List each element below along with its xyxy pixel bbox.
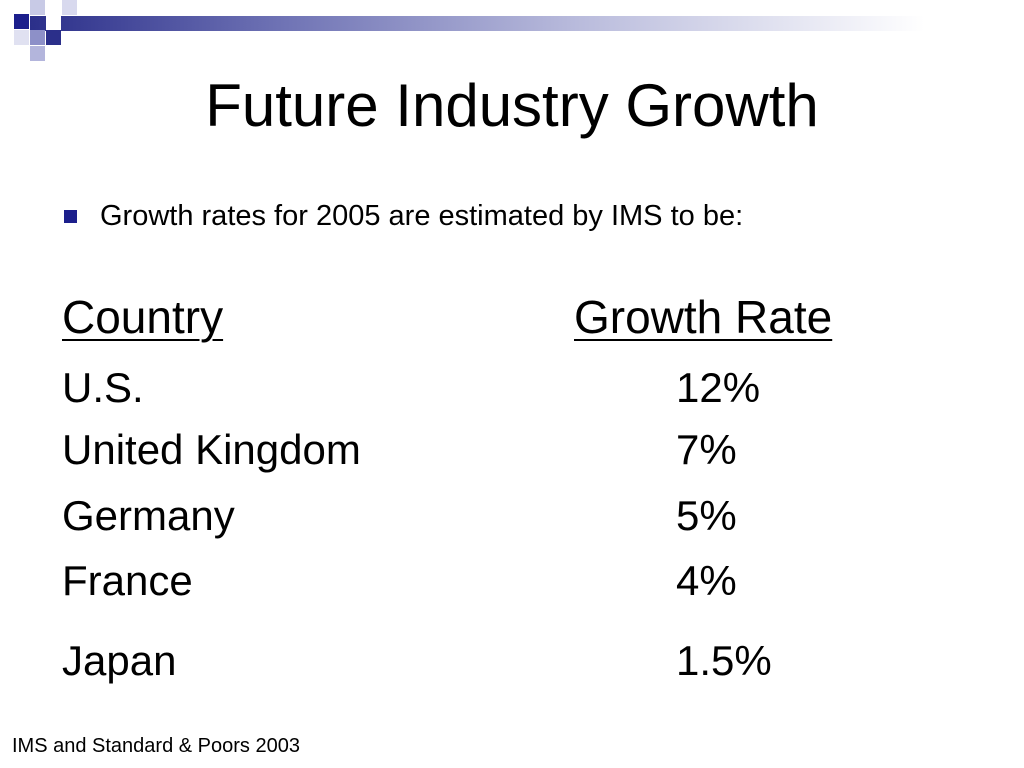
header-gradient-bar xyxy=(30,16,1024,31)
rate-cell: 1.5% xyxy=(676,637,772,684)
table-row: Japan 1.5% xyxy=(62,633,942,689)
table-row: U.S. 12% xyxy=(62,360,942,416)
country-cell: Japan xyxy=(62,637,177,684)
decor-square xyxy=(62,0,77,15)
bullet-text: Growth rates for 2005 are estimated by I… xyxy=(100,200,744,232)
header-country: Country xyxy=(62,291,224,343)
table-row: France 4% xyxy=(62,553,942,609)
decor-square xyxy=(46,30,61,45)
slide-title: Future Industry Growth xyxy=(205,72,819,139)
square-bullet-icon xyxy=(64,209,77,223)
header-decoration xyxy=(0,0,1024,61)
table-row: United Kingdom 7% xyxy=(62,422,942,478)
country-cell: United Kingdom xyxy=(62,426,361,473)
decor-square xyxy=(14,14,29,29)
table-row: Germany 5% xyxy=(62,488,942,544)
rate-cell: 4% xyxy=(676,557,737,604)
header-growth-rate: Growth Rate xyxy=(574,291,833,343)
decor-square xyxy=(30,46,45,61)
rate-cell: 5% xyxy=(676,492,737,539)
country-cell: France xyxy=(62,557,193,604)
decor-square xyxy=(30,0,45,15)
country-cell: U.S. xyxy=(62,364,144,411)
country-cell: Germany xyxy=(62,492,235,539)
source-footnote: IMS and Standard & Poors 2003 xyxy=(12,735,300,757)
rate-cell: 7% xyxy=(676,426,737,473)
decor-square xyxy=(30,30,45,45)
decor-square xyxy=(14,30,29,45)
bullet-item: Growth rates for 2005 are estimated by I… xyxy=(64,198,743,234)
rate-cell: 12% xyxy=(676,364,761,411)
decor-square xyxy=(46,16,61,31)
